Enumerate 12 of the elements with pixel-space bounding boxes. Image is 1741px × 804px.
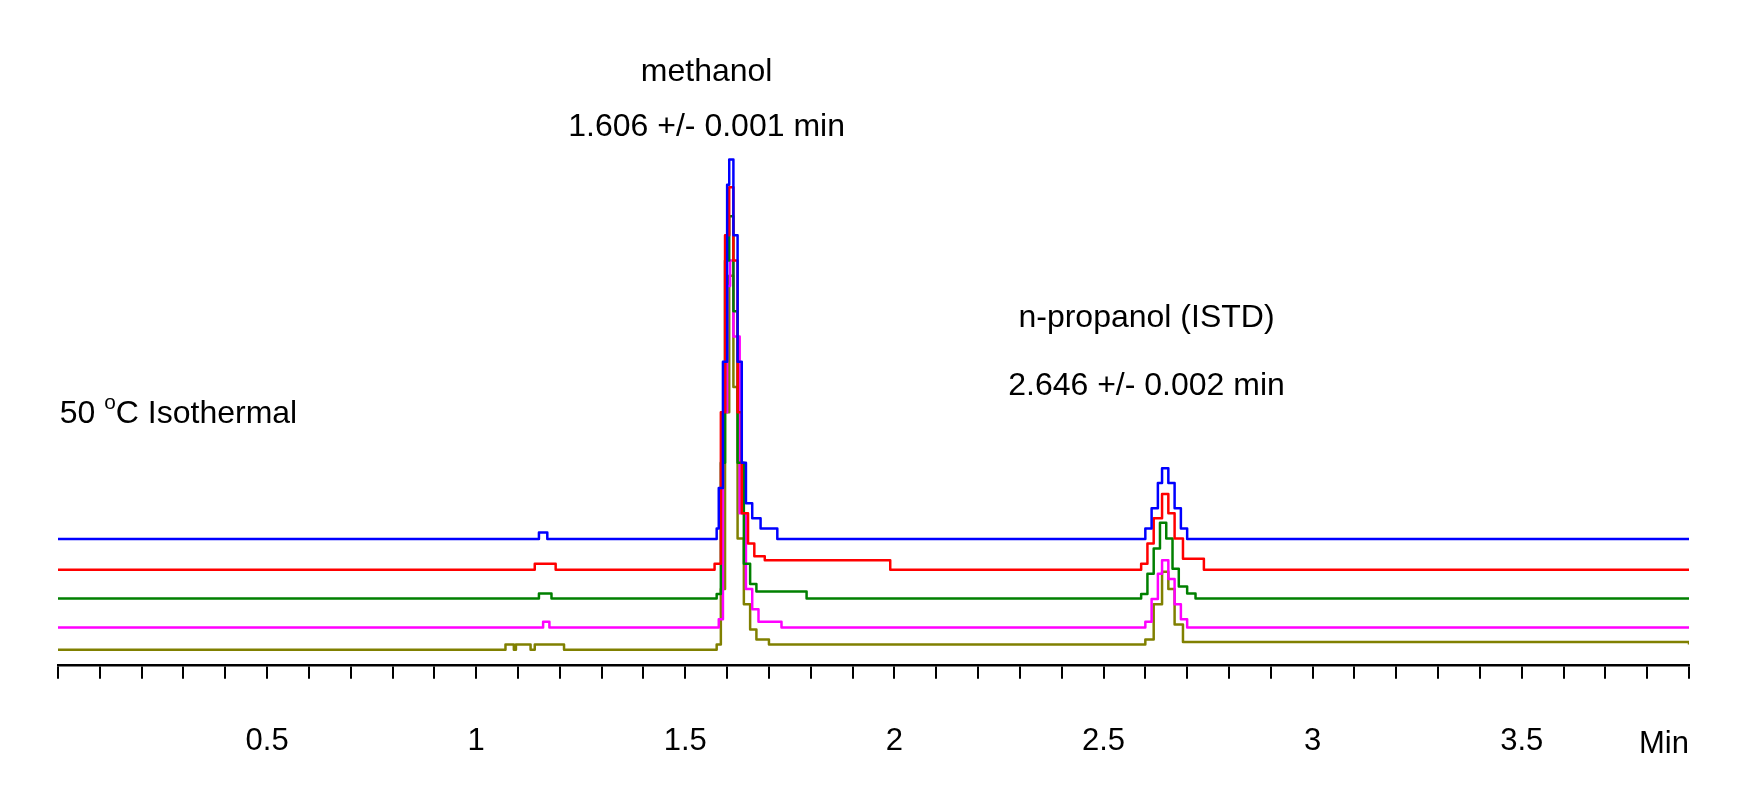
text: 1.606 +/- 0.001 min [568,107,845,144]
x-tick-label: 2 [885,721,904,757]
x-tick-label: 3.5 [1500,721,1544,757]
x-tick-label: 2.5 [1081,721,1126,757]
text: methanol [640,51,773,88]
x-tick-label: 0.5 [245,721,289,757]
x-tick-label: 1 [467,721,485,757]
annotation: 2.646 +/- 0.002 min [1008,365,1285,402]
annotation: n-propanol (ISTD) [1018,298,1275,335]
x-axis-title: Min [1639,725,1689,761]
x-tick-label: 1.5 [663,721,707,757]
x-tick-label: 3 [1303,721,1322,757]
